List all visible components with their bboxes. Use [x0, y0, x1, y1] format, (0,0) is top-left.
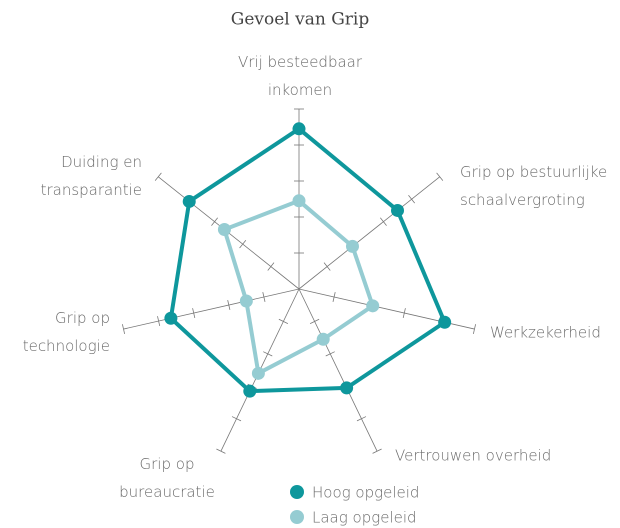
chart-title: Gevoel van Grip: [231, 10, 370, 30]
data-point: [366, 299, 380, 313]
legend-marker: [290, 485, 304, 499]
tick-mark: [472, 324, 476, 335]
data-point: [251, 366, 265, 380]
tick-mark: [402, 308, 406, 318]
data-point: [239, 294, 253, 308]
data-point: [164, 311, 178, 325]
tick-mark: [239, 239, 247, 249]
series-line: [222, 198, 375, 376]
tick-mark: [408, 195, 416, 204]
data-point: [292, 194, 306, 208]
tick-mark: [192, 308, 196, 318]
data-point: [217, 223, 231, 237]
tick-mark: [436, 172, 444, 181]
legend-marker: [290, 510, 304, 524]
axis-line: [298, 288, 378, 452]
tick-mark: [231, 416, 242, 422]
axis-label: Vertrouwen overheid: [395, 447, 551, 465]
tick-mark: [263, 351, 273, 357]
data-point: [243, 384, 257, 398]
axis-line: [123, 288, 300, 330]
axis-line: [298, 176, 440, 290]
legend-label: Laag opgeleid: [312, 509, 417, 527]
legend-label: Hoog opgeleid: [312, 484, 419, 502]
data-point: [391, 203, 405, 217]
tick-mark: [262, 292, 266, 302]
tick-mark: [227, 300, 231, 310]
tick-mark: [154, 172, 162, 181]
data-point: [345, 239, 359, 253]
tick-mark: [157, 316, 161, 327]
tick-mark: [309, 318, 320, 324]
data-point: [438, 315, 452, 329]
data-point: [316, 332, 330, 346]
tick-mark: [372, 448, 382, 454]
axis-label: Grip op technologie: [23, 309, 110, 355]
axis-label: Duiding en transparantie: [41, 153, 142, 199]
tick-mark: [122, 324, 126, 335]
data-point: [292, 122, 306, 136]
tick-mark: [216, 448, 226, 454]
tick-mark: [211, 217, 218, 226]
tick-mark: [332, 292, 336, 302]
axis-label: Grip op bestuurlijke schaalvergroting: [460, 163, 607, 209]
tick-mark: [356, 416, 367, 422]
tick-mark: [323, 262, 331, 271]
axis-label: Grip op bureaucratie: [119, 455, 215, 501]
tick-mark: [325, 351, 335, 357]
axis-label: Vrij besteedbaar inkomen: [238, 53, 363, 99]
tick-mark: [267, 262, 275, 271]
series-line: [168, 126, 447, 394]
data-point: [340, 381, 354, 395]
data-point: [182, 194, 196, 208]
tick-mark: [278, 318, 289, 324]
tick-mark: [380, 217, 387, 226]
axis-label: Werkzekerheid: [490, 324, 601, 342]
